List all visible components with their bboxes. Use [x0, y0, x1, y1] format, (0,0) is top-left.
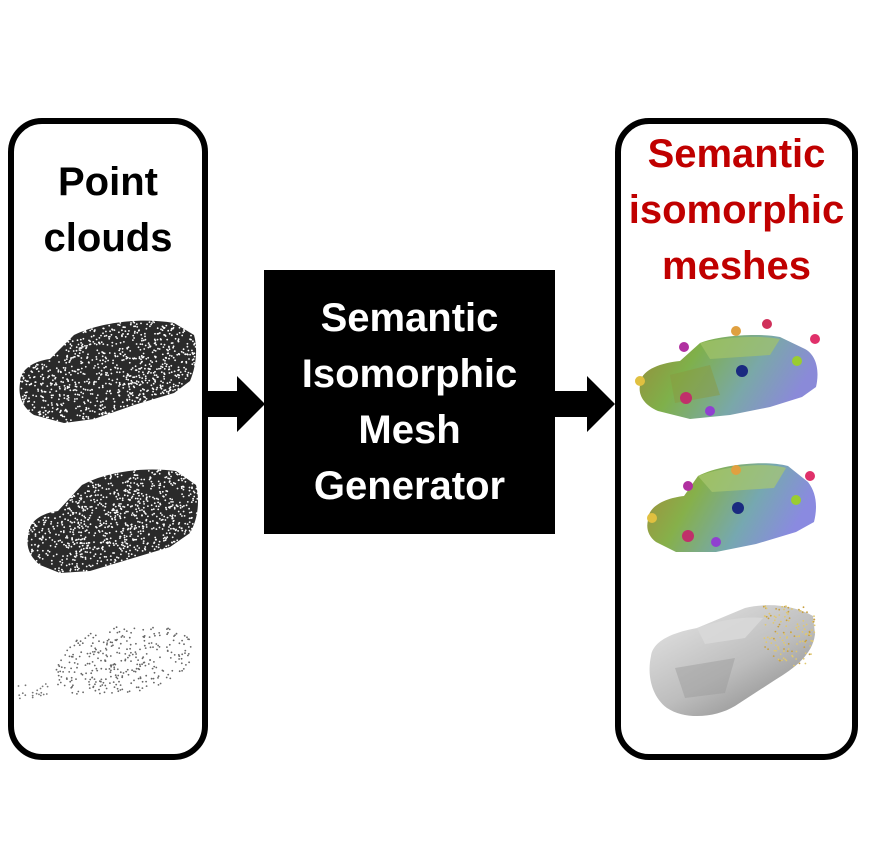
title-line: Point: [58, 160, 158, 204]
mesh-generator-box: Semantic Isomorphic Mesh Generator: [264, 270, 555, 534]
semantic-mesh-car-2: [647, 463, 816, 552]
point-overlay: [762, 605, 816, 667]
point-cloud-car-dense-2: [26, 469, 199, 574]
point-clouds-panel: Point clouds: [8, 118, 208, 760]
arrow-right-icon: [203, 376, 265, 432]
generator-label-line: Semantic: [320, 296, 499, 340]
generator-label-line: Generator: [313, 464, 506, 508]
generator-label-line: Mesh: [358, 408, 461, 452]
point-clouds-title: Point clouds: [14, 154, 202, 266]
title-line: clouds: [43, 216, 173, 260]
generator-label-line: Isomorphic: [301, 352, 518, 396]
gray-mesh-car: [649, 605, 816, 717]
title-line: isomorphic: [628, 188, 845, 232]
semantic-meshes-title: Semantic isomorphic meshes: [621, 126, 852, 294]
point-cloud-car-sparse: [17, 626, 192, 700]
arrow-right-icon: [553, 376, 615, 432]
point-cloud-car-dense: [19, 320, 197, 423]
title-line: meshes: [662, 244, 811, 288]
title-line: Semantic: [647, 132, 826, 176]
semantic-mesh-car-1: [635, 319, 820, 419]
